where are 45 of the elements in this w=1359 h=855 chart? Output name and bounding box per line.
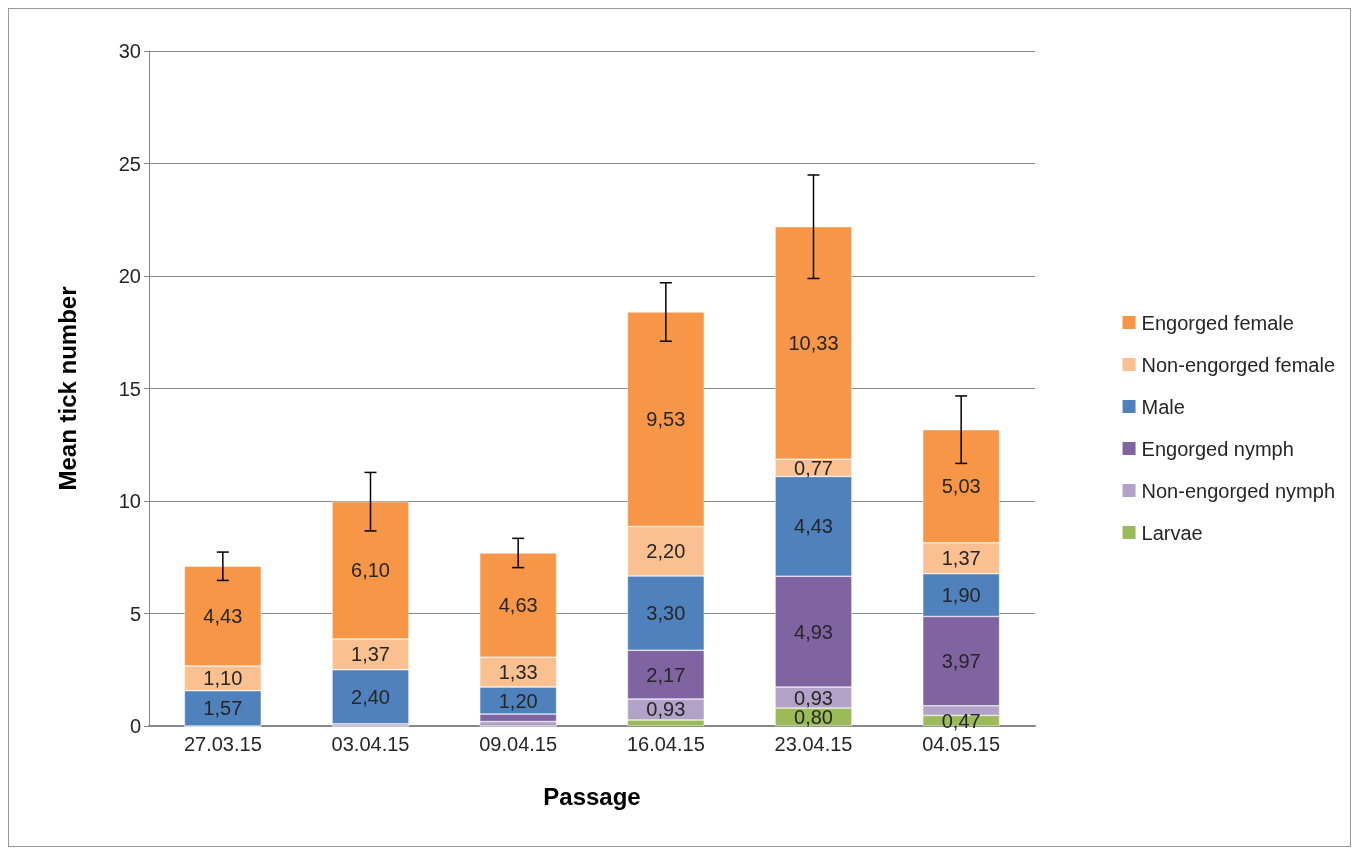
x-tick-label: 09.04.15 <box>479 733 558 755</box>
legend-label: Non-engorged nymph <box>1141 479 1336 502</box>
data-label: 1,37 <box>351 643 390 666</box>
data-label: 6,10 <box>351 559 390 582</box>
legend-label: Engorged female <box>1141 311 1294 334</box>
data-label: 1,57 <box>203 697 243 720</box>
x-tick-label: 23.04.15 <box>774 733 853 755</box>
x-tick-label: 16.04.15 <box>626 733 705 755</box>
data-label: 3,97 <box>941 650 981 673</box>
x-axis-title: Passage <box>543 782 641 810</box>
data-label: 4,43 <box>794 515 833 538</box>
data-label: 0,93 <box>646 698 686 721</box>
data-label: 0,93 <box>794 686 833 709</box>
data-label: 1,37 <box>941 547 981 570</box>
data-label: 5,03 <box>941 475 981 498</box>
data-label: 1,20 <box>498 689 538 712</box>
data-label: 0,47 <box>941 709 981 732</box>
data-label: 1,10 <box>203 667 243 690</box>
x-tick-label: 27.03.15 <box>183 733 262 755</box>
legend-label: Engorged nymph <box>1141 437 1294 460</box>
data-label: 0,77 <box>794 456 833 479</box>
x-tick-label: 03.04.15 <box>331 733 410 755</box>
data-label: 9,53 <box>646 408 686 431</box>
x-tick-label: 04.05.15 <box>922 733 1001 755</box>
data-label: 2,20 <box>646 540 686 563</box>
data-label: 2,17 <box>646 663 686 686</box>
legend-label: Larvae <box>1141 521 1203 544</box>
data-label: 10,33 <box>788 331 839 354</box>
legend-label: Non-engorged female <box>1141 353 1336 376</box>
data-label: 4,63 <box>498 594 538 617</box>
y-tick-label: 10 <box>118 490 141 512</box>
data-label: 4,93 <box>794 620 833 643</box>
y-tick-label: 30 <box>118 40 141 62</box>
data-label: 1,33 <box>498 661 538 684</box>
y-tick-label: 20 <box>118 265 141 287</box>
y-tick-label: 15 <box>118 377 141 400</box>
y-tick-label: 0 <box>129 715 141 737</box>
y-tick-label: 5 <box>129 602 141 625</box>
data-label: 4,43 <box>203 605 243 628</box>
y-axis-title: Mean tick number <box>53 286 81 491</box>
data-label: 1,90 <box>941 584 981 607</box>
data-label: 2,40 <box>351 685 390 708</box>
y-tick-label: 25 <box>118 152 141 175</box>
data-label: 3,30 <box>646 602 686 625</box>
legend-label: Male <box>1141 395 1185 418</box>
